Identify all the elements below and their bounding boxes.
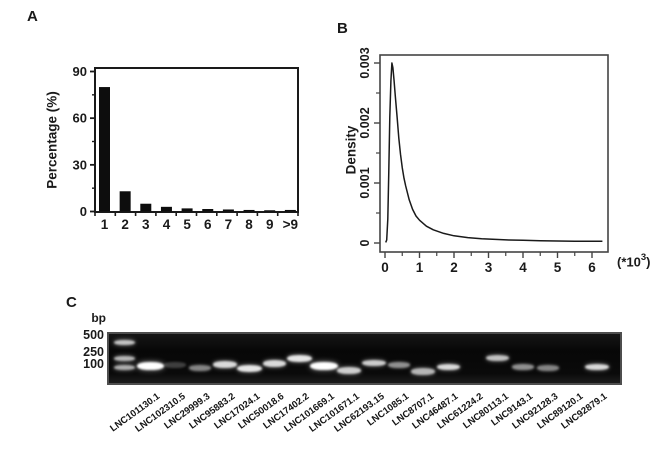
panel-a-bar-chart: 0 30 60 90 1 2 3 4 5 6 7 8 9 >9	[73, 64, 299, 232]
gel-band	[113, 339, 135, 345]
density-curve	[385, 62, 603, 243]
x-tick-label: 1	[416, 260, 424, 275]
bar	[284, 209, 296, 212]
x-tick-label: 3	[142, 217, 150, 232]
gel-band	[236, 364, 262, 372]
x-tick-label: 4	[163, 217, 171, 232]
y-tick-label: 0.002	[358, 107, 372, 138]
x-tick-label: 2	[450, 260, 458, 275]
bar	[264, 210, 276, 212]
panel-b-x-unit-label: (*103)	[617, 252, 651, 270]
x-unit-suffix: )	[646, 254, 651, 270]
x-tick-label: 5	[554, 260, 562, 275]
gel-band	[411, 367, 436, 375]
plot-frame	[94, 67, 299, 213]
y-tick-label: 0.001	[358, 167, 372, 198]
gel-band	[262, 359, 286, 367]
gel-band	[585, 364, 610, 370]
bar	[119, 191, 131, 212]
bar	[243, 209, 255, 212]
gel-band	[436, 364, 460, 370]
y-tick-label: 90	[73, 64, 87, 79]
gel-band	[336, 366, 361, 374]
x-tick-label: 6	[588, 260, 596, 275]
gel-band	[309, 362, 338, 370]
x-unit-prefix: (*10	[617, 254, 641, 270]
gel-marker-label-250: 250	[83, 345, 104, 359]
y-tick-label: 60	[73, 111, 87, 126]
x-tick-label: 5	[183, 217, 191, 232]
bar	[222, 209, 234, 212]
panel-b-density-plot: 0 0.001 0.002 0.003 0 1 2 3 4 5 6	[358, 47, 609, 275]
gel-bp-unit-label: bp	[91, 311, 106, 325]
x-tick-label: >9	[283, 217, 298, 232]
gel-band	[387, 362, 410, 368]
gel-band	[113, 364, 135, 370]
gel-marker-label-500: 500	[83, 328, 104, 342]
gel-band	[136, 362, 164, 370]
panel-c-letter: C	[66, 294, 77, 311]
x-tick-label: 8	[245, 217, 253, 232]
x-tick-label: 3	[485, 260, 493, 275]
y-tick-label: 0	[80, 204, 87, 219]
gel-band	[486, 355, 510, 361]
x-tick-label: 7	[225, 217, 233, 232]
y-tick-label: 30	[73, 157, 87, 172]
gel-band	[113, 355, 135, 361]
bar	[202, 209, 214, 212]
y-tick-label: 0	[358, 239, 372, 246]
plot-frame	[379, 54, 609, 253]
panel-b-letter: B	[337, 20, 348, 37]
x-unit-superscript: 3	[640, 252, 647, 263]
x-tick-label: 1	[101, 217, 109, 232]
x-tick-label: 0	[381, 260, 389, 275]
gel-band	[212, 360, 237, 368]
x-tick-label: 4	[519, 260, 527, 275]
panel-a-y-axis-title: Percentage (%)	[44, 91, 60, 189]
gel-band	[286, 354, 312, 362]
gel-image	[107, 332, 622, 385]
gel-marker-label-100: 100	[83, 357, 104, 371]
gel-band	[511, 364, 534, 370]
x-tick-label: 2	[121, 217, 129, 232]
gel-band	[361, 360, 386, 366]
bar	[99, 87, 110, 212]
gel-band	[188, 365, 211, 371]
panel-a-letter: A	[27, 8, 38, 25]
bar	[140, 203, 152, 212]
x-tick-label: 9	[266, 217, 274, 232]
panel-b-y-axis-title: Density	[343, 125, 359, 175]
bar	[160, 206, 172, 212]
y-tick-label: 0.003	[358, 47, 372, 78]
gel-band	[536, 365, 559, 371]
gel-band	[163, 362, 186, 368]
x-tick-label: 6	[204, 217, 212, 232]
bar	[181, 208, 193, 212]
